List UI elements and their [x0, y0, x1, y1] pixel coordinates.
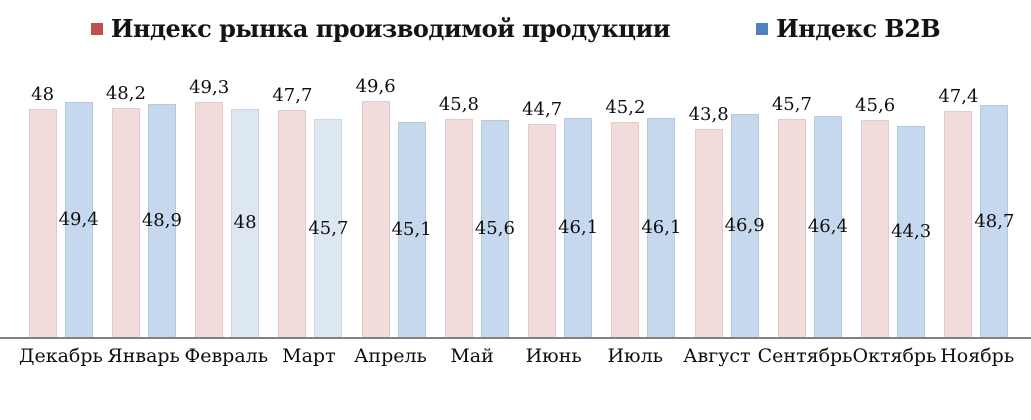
bar-series2-Март: 45,7 — [308, 119, 348, 337]
bar-value-label: 46,4 — [807, 216, 848, 238]
bar-group-4: 47,7 45,7 — [269, 86, 352, 337]
bar-series1-Октябрь: 45,6 — [855, 96, 895, 337]
bar-value-label: 46,1 — [641, 216, 682, 238]
legend-label-b2b-index: Индекс B2B — [776, 14, 941, 43]
bar-series2-Июнь: 46,1 — [558, 117, 598, 337]
bar-group-1: 48 49,4 — [19, 85, 102, 337]
bar-value-label: 48,9 — [141, 210, 182, 232]
bar-group-12: 47,4 48,7 — [935, 88, 1018, 337]
bar-series2-Май: 45,6 — [475, 119, 515, 337]
bar-group-8: 45,2 46,1 — [602, 98, 685, 337]
bar-series1-Декабрь: 48 — [28, 85, 57, 337]
bar-group-7: 44,7 46,1 — [519, 99, 602, 337]
bar-value-label: 45,7 — [771, 94, 812, 116]
bar-series2-Ноябрь: 48,7 — [974, 105, 1014, 337]
legend-swatch-red-icon — [90, 22, 103, 35]
bar-group-11: 45,6 44,3 — [852, 96, 935, 337]
bar-series1-Июль: 45,2 — [605, 98, 645, 337]
bar-value-label: 45,6 — [474, 217, 515, 239]
bar-value-label: 43,8 — [688, 103, 729, 125]
bar-value-label: 48 — [31, 83, 55, 105]
bar-series2-Январь: 48,9 — [142, 104, 182, 337]
bar-value-label: 44,3 — [891, 221, 932, 243]
x-axis-label-Апрель: Апрель — [354, 345, 427, 367]
bar-series2-Сентябрь: 46,4 — [808, 116, 848, 337]
bar-series1-Январь: 48,2 — [106, 84, 146, 337]
bar-value-label: 48,2 — [105, 82, 146, 104]
bar-value-label: 44,7 — [522, 99, 563, 121]
bar-value-label: 45,7 — [308, 217, 349, 239]
bar-value-label: 45,6 — [855, 94, 896, 116]
bar-series1-Ноябрь: 47,4 — [938, 88, 978, 337]
bar-group-2: 48,2 48,9 — [102, 84, 185, 337]
legend-item-b2b-index: Индекс B2B — [756, 14, 941, 43]
chart-legend: Индекс рынка производимой продукции Инде… — [0, 14, 1031, 43]
bar-series1-Август: 43,8 — [689, 105, 729, 337]
x-axis-label-Май: Май — [450, 345, 494, 367]
bar-series1-Март: 47,7 — [272, 86, 312, 337]
legend-swatch-blue-icon — [756, 22, 769, 35]
bar-value-label: 48 — [233, 212, 257, 234]
bar-value-label: 49,3 — [189, 77, 230, 99]
bar-series2-Декабрь: 49,4 — [59, 101, 99, 337]
bar-value-label: 46,9 — [724, 214, 765, 236]
x-axis-line — [0, 337, 1031, 339]
x-axis-label-Июль: Июль — [607, 345, 663, 367]
x-axis-label-Декабрь: Декабрь — [19, 345, 103, 367]
legend-item-production-index: Индекс рынка производимой продукции — [90, 14, 671, 43]
bar-value-label: 48,7 — [974, 210, 1015, 232]
bar-value-label: 49,6 — [355, 75, 396, 97]
legend-label-production-index: Индекс рынка производимой продукции — [110, 14, 671, 43]
bar-group-6: 45,8 45,6 — [435, 96, 518, 337]
bar-value-label: 47,7 — [272, 84, 313, 106]
bar-value-label: 45,8 — [438, 94, 479, 115]
bar-group-3: 49,3 48 — [186, 79, 269, 337]
bar-series1-Февраль: 49,3 — [189, 79, 229, 337]
bar-value-label: 45,1 — [391, 219, 432, 241]
x-axis-label-Август: Август — [683, 345, 751, 367]
bar-value-label: 49,4 — [58, 208, 99, 230]
bar-series2-Октябрь: 44,3 — [891, 126, 931, 337]
bar-value-label: 47,4 — [938, 86, 979, 108]
x-axis-label-Март: Март — [282, 345, 336, 367]
x-axis-labels: Декабрь Январь Февраль Март Апрель Май Июнь Июл… — [19, 345, 1018, 367]
bar-series1-Май: 45,8 — [439, 96, 479, 337]
bar-series1-Сентябрь: 45,7 — [772, 96, 812, 337]
bar-value-label: 45,2 — [605, 96, 646, 118]
bar-series2-Июль: 46,1 — [641, 117, 681, 337]
x-axis-label-Октябрь: Октябрь — [852, 345, 937, 367]
bar-group-10: 45,7 46,4 — [768, 96, 851, 337]
bar-value-label: 46,1 — [558, 216, 599, 238]
plot-area: 48 49,4 48,2 48,9 49,3 48 47,7 45,7 49,6 45,1 45,8… — [19, 77, 1018, 337]
x-axis-label-Ноябрь: Ноябрь — [940, 345, 1015, 367]
bar-series2-Февраль: 48 — [231, 108, 260, 337]
x-axis-label-Январь: Январь — [107, 345, 180, 367]
bar-series2-Август: 46,9 — [725, 113, 765, 337]
bar-series2-Апрель: 45,1 — [392, 122, 432, 337]
bar-series1-Апрель: 49,6 — [356, 77, 396, 337]
x-axis-label-Сентябрь: Сентябрь — [757, 345, 853, 367]
x-axis-label-Июнь: Июнь — [525, 345, 582, 367]
bar-group-9: 43,8 46,9 — [685, 99, 768, 337]
x-axis-label-Февраль: Февраль — [184, 345, 269, 367]
bar-group-5: 49,6 45,1 — [352, 77, 435, 337]
bar-series1-Июнь: 44,7 — [522, 101, 562, 337]
